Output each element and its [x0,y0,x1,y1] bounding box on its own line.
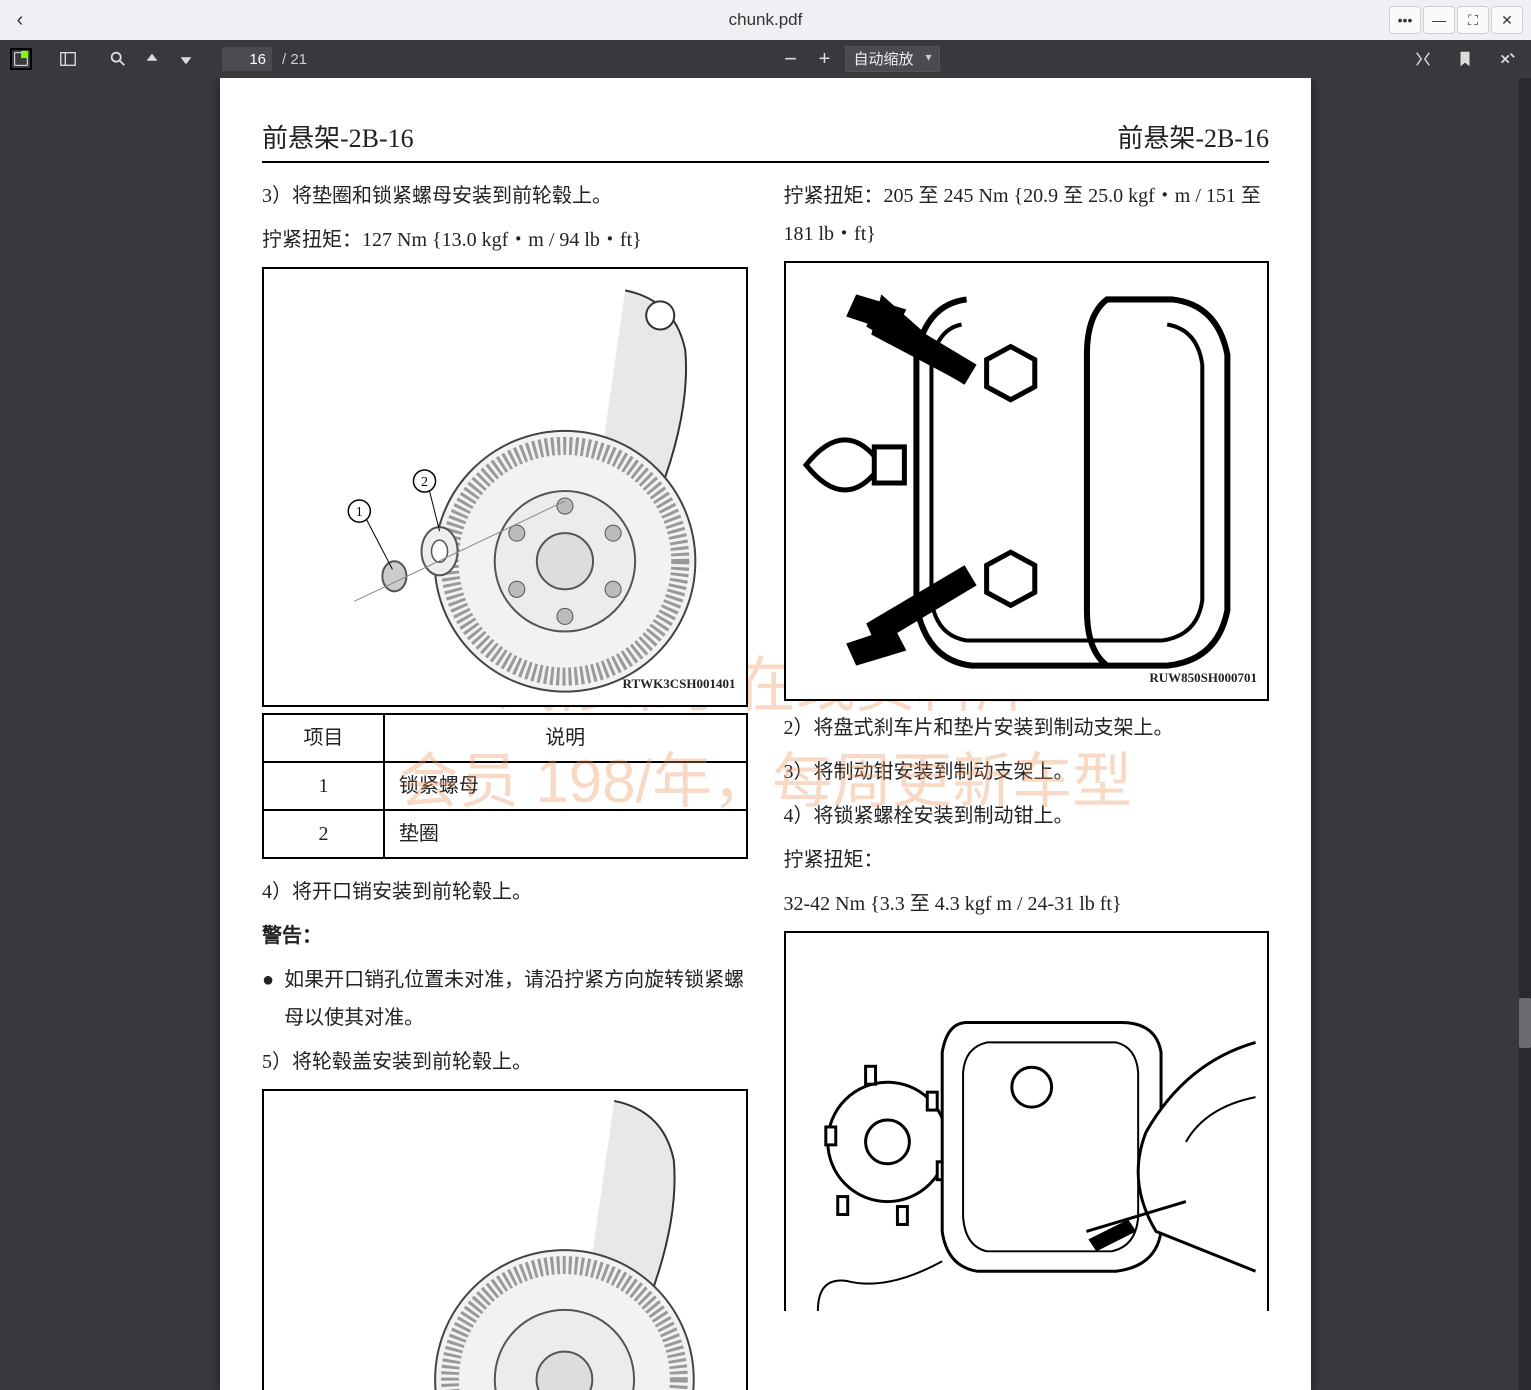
figure-caliper-bracket: RUW850SH000701 [784,261,1270,701]
torque-3-label: 拧紧扭矩： [784,841,1270,879]
header-right: 前悬架-2B-16 [1117,118,1269,155]
page-number-input[interactable] [222,47,272,71]
figure-2-label: RUW850SH000701 [1149,666,1257,691]
svg-text:1: 1 [356,504,363,520]
scrollbar-thumb[interactable] [1519,998,1531,1048]
parts-table: 项目 说明 1 锁紧螺母 2 垫圈 [262,713,748,859]
warning-label: 警告： [262,917,748,955]
step-2r-text: 2）将盘式刹车片和垫片安装到制动支架上。 [784,709,1270,747]
zoom-select[interactable]: 自动缩放 [845,46,940,72]
more-button[interactable]: ••• [1389,6,1421,34]
figure-hub-cap [262,1089,748,1390]
page-up-icon[interactable] [138,45,166,73]
page-total-label: / 21 [278,51,307,68]
header-left: 前悬架-2B-16 [262,118,414,155]
window-title: chunk.pdf [729,10,803,30]
table-row: 1 锁紧螺母 [263,762,747,810]
scrollbar-track[interactable] [1519,78,1531,1390]
pdf-page: 汽修帮手在线资料库 会员 198/年，每周更新车型 前悬架-2B-16 前悬架-… [220,78,1311,1390]
zoom-in-button[interactable]: + [811,45,839,73]
step-3r-text: 3）将制动钳安装到制动支架上。 [784,753,1270,791]
page-header: 前悬架-2B-16 前悬架-2B-16 [262,118,1269,163]
right-column: 拧紧扭矩：205 至 245 Nm {20.9 至 25.0 kgf・m / 1… [784,177,1270,1390]
window-controls: ••• — ⛶ ✕ [1389,6,1523,34]
sidebar-toggle-icon[interactable] [54,45,82,73]
step-5-text: 5）将轮毂盖安装到前轮毂上。 [262,1043,748,1081]
torque-2-text: 拧紧扭矩：205 至 245 Nm {20.9 至 25.0 kgf・m / 1… [784,177,1270,253]
step-3-text: 3）将垫圈和锁紧螺母安装到前轮毂上。 [262,177,748,215]
zoom-out-button[interactable]: − [777,45,805,73]
close-button[interactable]: ✕ [1491,6,1523,34]
left-column: 3）将垫圈和锁紧螺母安装到前轮毂上。 拧紧扭矩：127 Nm {13.0 kgf… [262,177,748,1390]
step-4-text: 4）将开口销安装到前轮毂上。 [262,873,748,911]
maximize-button[interactable]: ⛶ [1457,6,1489,34]
annotation-badge-icon[interactable] [10,48,32,70]
presentation-icon[interactable] [1409,45,1437,73]
step-4r-text: 4）将锁紧螺栓安装到制动钳上。 [784,797,1270,835]
warning-bullet: ● 如果开口销孔位置未对准，请沿拧紧方向旋转锁紧螺母以使其对准。 [262,961,748,1037]
page-down-icon[interactable] [172,45,200,73]
zoom-select-wrap: 自动缩放 [845,46,940,72]
search-icon[interactable] [104,45,132,73]
pdf-viewer[interactable]: 汽修帮手在线资料库 会员 198/年，每周更新车型 前悬架-2B-16 前悬架-… [0,78,1531,1390]
table-header-item: 项目 [263,714,384,762]
bookmark-icon[interactable] [1451,45,1479,73]
table-header-desc: 说明 [384,714,747,762]
tools-menu-icon[interactable] [1493,45,1521,73]
figure-1-label: RTWK3CSH001401 [623,672,736,697]
minimize-button[interactable]: — [1423,6,1455,34]
torque-3-value: 32-42 Nm {3.3 至 4.3 kgf m / 24-31 lb ft} [784,885,1270,923]
pdf-toolbar: / 21 − + 自动缩放 [0,40,1531,78]
svg-text:2: 2 [421,474,428,490]
back-button[interactable]: ‹ [8,9,32,32]
torque-1-text: 拧紧扭矩：127 Nm {13.0 kgf・m / 94 lb・ft} [262,221,748,259]
figure-hub-assembly: 1 2 RTWK3CSH001401 [262,267,748,707]
table-row: 2 垫圈 [263,810,747,858]
figure-caliper-install [784,931,1270,1311]
window-titlebar: ‹ chunk.pdf ••• — ⛶ ✕ [0,0,1531,40]
